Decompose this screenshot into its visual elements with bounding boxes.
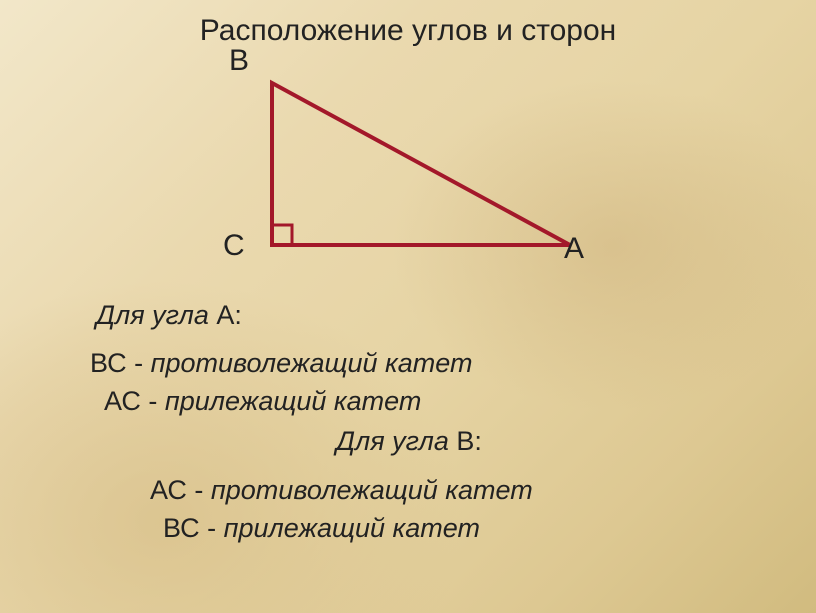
angle-b-row1-side: АС - — [150, 475, 211, 505]
vertex-label-b: B — [229, 44, 249, 78]
angle-a-row1-desc: противолежащий катет — [151, 348, 473, 378]
angle-b-row2-desc: прилежащий катет — [224, 513, 480, 543]
vertex-label-c: C — [223, 229, 245, 263]
angle-a-row2-side: АС - — [104, 386, 165, 416]
angle-b-heading: Для угла В: — [336, 426, 482, 457]
angle-b-row2-side: ВС - — [163, 513, 224, 543]
angle-b-row1: АС - противолежащий катет — [150, 475, 533, 506]
angle-a-row1: ВС - противолежащий катет — [90, 348, 472, 379]
page-title: Расположение углов и сторон — [0, 14, 816, 48]
angle-a-heading: Для угла А: — [96, 300, 242, 331]
angle-a-row2-desc: прилежащий катет — [165, 386, 421, 416]
angle-b-row2: ВС - прилежащий катет — [163, 513, 480, 544]
angle-a-heading-prefix: Для угла — [96, 300, 216, 330]
angle-b-row1-desc: противолежащий катет — [211, 475, 533, 505]
vertex-label-a: A — [564, 232, 584, 266]
angle-a-row2: АС - прилежащий катет — [104, 386, 421, 417]
angle-b-heading-prefix: Для угла — [336, 426, 456, 456]
angle-a-heading-name: А: — [216, 300, 242, 330]
angle-b-heading-name: В: — [456, 426, 482, 456]
angle-a-row1-side: ВС - — [90, 348, 151, 378]
